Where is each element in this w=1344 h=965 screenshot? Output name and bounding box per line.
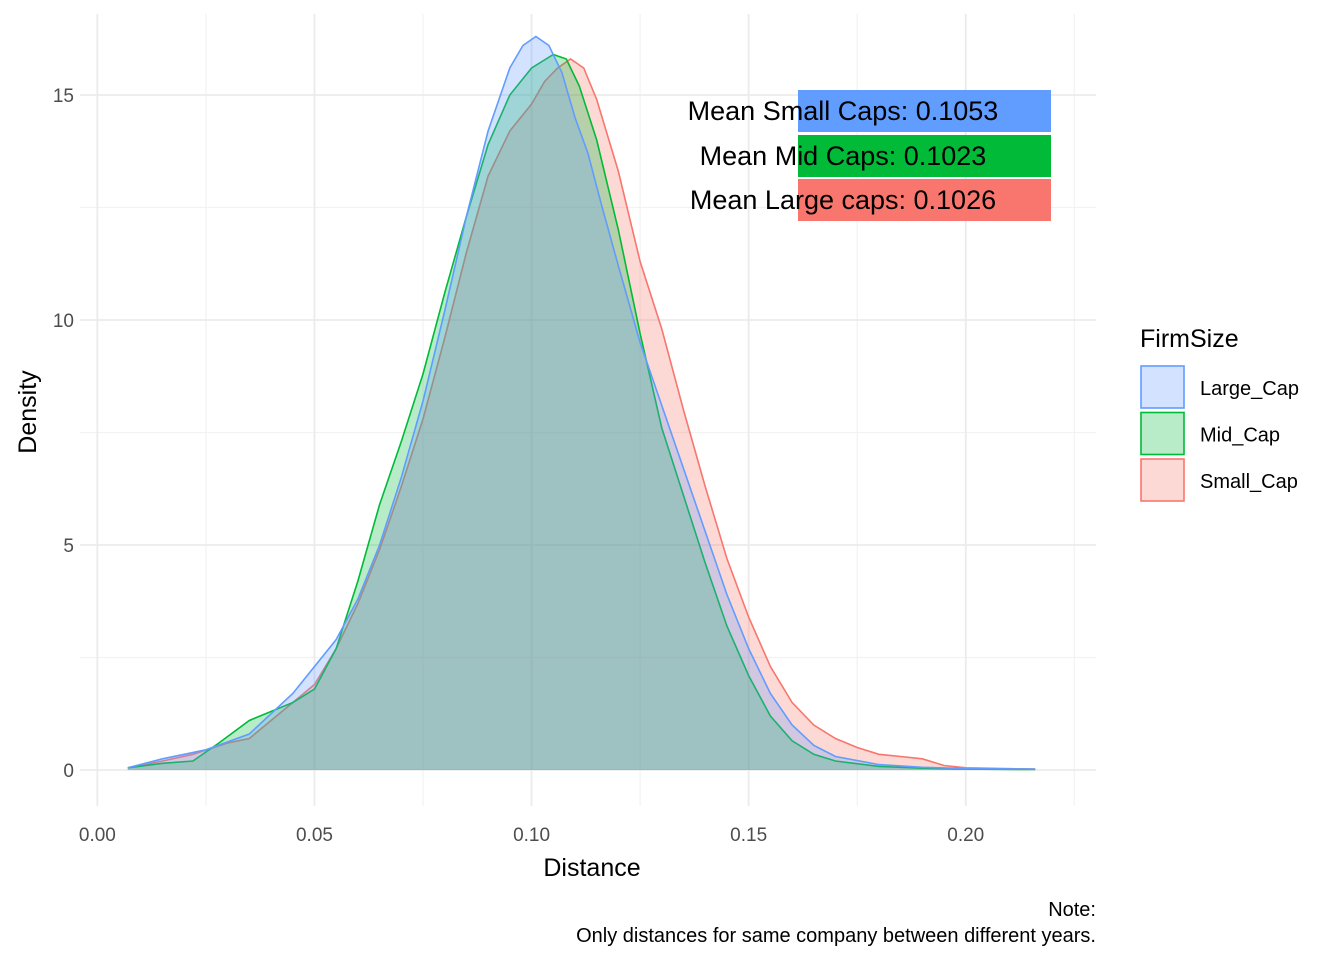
mean-annotation-box — [798, 179, 1051, 221]
legend-key — [1140, 458, 1185, 502]
y-tick-label: 15 — [53, 86, 74, 107]
mean-annotation-text: Mean Large caps: 0.1026 — [690, 185, 996, 215]
legend-key — [1140, 411, 1185, 456]
x-tick-label: 0.20 — [947, 825, 984, 846]
mean-annotation-text: Mean Small Caps: 0.1053 — [688, 96, 999, 126]
mean-annotations: Mean Small Caps: 0.1053 Mean Mid Caps: 0.… — [688, 90, 1051, 221]
density-line-large-cap — [127, 35, 1036, 770]
caption-note: Note: — [1048, 899, 1096, 921]
density-line-small-cap — [127, 58, 1036, 770]
y-axis-ticks: 0 5 10 15 — [53, 86, 74, 782]
x-tick-label: 0.15 — [730, 825, 767, 846]
x-axis-title: Distance — [543, 854, 640, 882]
legend-label: Small_Cap — [1200, 471, 1298, 493]
x-tick-label: 0.00 — [79, 825, 116, 846]
y-axis-title: Density — [14, 370, 42, 454]
legend-label: Mid_Cap — [1200, 425, 1280, 447]
y-tick-label: 0 — [63, 761, 74, 782]
caption-text: Only distances for same company between … — [576, 925, 1096, 947]
density-area-large-cap — [127, 36, 1036, 770]
x-axis-ticks: 0.00 0.05 0.10 0.15 0.20 — [79, 825, 984, 846]
x-tick-label: 0.10 — [513, 825, 550, 846]
density-area-small-cap — [127, 59, 1036, 770]
x-tick-label: 0.05 — [296, 825, 333, 846]
mean-annotation-text: Mean Mid Caps: 0.1023 — [700, 141, 987, 171]
legend: FirmSize Large_Cap Mid_Cap Small_Cap — [1140, 325, 1299, 502]
mean-annotation-box — [798, 90, 1051, 132]
mean-annotation-box — [798, 135, 1051, 177]
legend-title: FirmSize — [1140, 325, 1239, 353]
y-tick-label: 5 — [63, 536, 74, 557]
legend-label: Large_Cap — [1200, 378, 1299, 400]
legend-key — [1140, 365, 1185, 409]
y-tick-label: 10 — [53, 311, 74, 332]
grid-major — [80, 14, 1096, 806]
density-series — [127, 35, 1036, 771]
